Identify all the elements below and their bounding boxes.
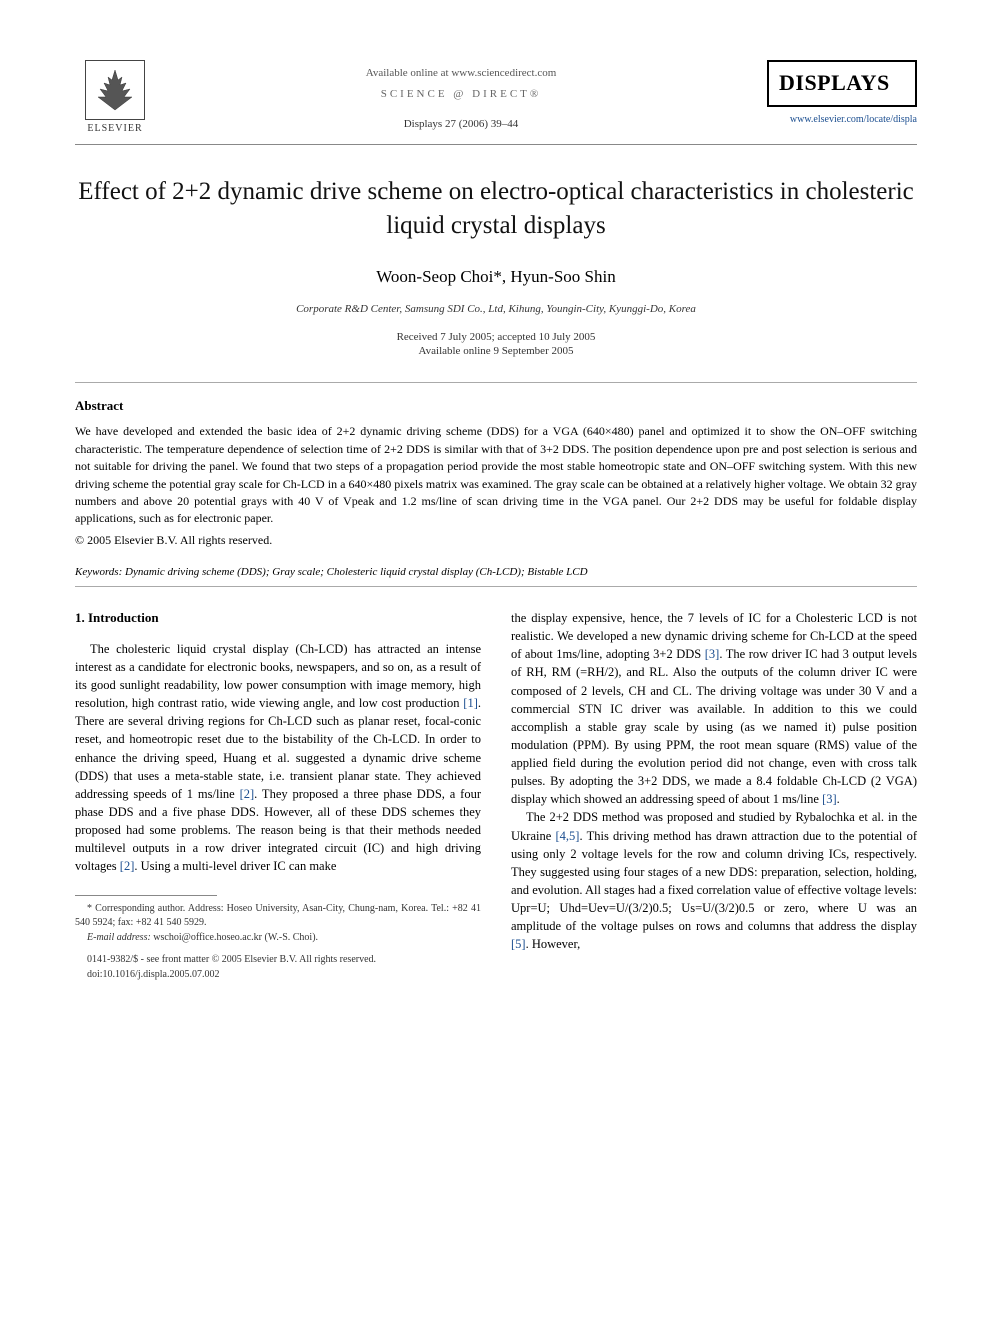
body-paragraph: the display expensive, hence, the 7 leve… xyxy=(511,609,917,808)
journal-title-box: DISPLAYS xyxy=(767,60,917,107)
text-run: . There are several driving regions for … xyxy=(75,696,481,801)
body-paragraph: The 2+2 DDS method was proposed and stud… xyxy=(511,808,917,953)
elsevier-logo: ELSEVIER xyxy=(75,60,155,136)
citation-ref[interactable]: [4,5] xyxy=(556,829,580,843)
text-run: . The row driver IC had 3 output levels … xyxy=(511,647,917,806)
citation-ref[interactable]: [3] xyxy=(705,647,720,661)
issn-line: 0141-9382/$ - see front matter © 2005 El… xyxy=(75,953,481,967)
citation-ref[interactable]: [2] xyxy=(120,859,135,873)
available-online-text: Available online at www.sciencedirect.co… xyxy=(155,66,767,81)
citation-ref[interactable]: [2] xyxy=(240,787,255,801)
right-column: the display expensive, hence, the 7 leve… xyxy=(511,609,917,984)
dates-block: Received 7 July 2005; accepted 10 July 2… xyxy=(75,330,917,359)
journal-url[interactable]: www.elsevier.com/locate/displa xyxy=(767,113,917,127)
two-column-body: 1. Introduction The cholesteric liquid c… xyxy=(75,609,917,984)
center-header: Available online at www.sciencedirect.co… xyxy=(155,60,767,132)
footnote-divider xyxy=(75,895,217,896)
citation-line: Displays 27 (2006) 39–44 xyxy=(155,117,767,132)
text-run: . However, xyxy=(526,937,581,951)
divider xyxy=(75,586,917,587)
section-heading: 1. Introduction xyxy=(75,609,481,628)
header-row: ELSEVIER Available online at www.science… xyxy=(75,60,917,136)
citation-ref[interactable]: [5] xyxy=(511,937,526,951)
email-address[interactable]: wschoi@office.hoseo.ac.kr (W.-S. Choi). xyxy=(153,932,318,943)
authors: Woon-Seop Choi*, Hyun-Soo Shin xyxy=(75,265,917,289)
abstract-text: We have developed and extended the basic… xyxy=(75,423,917,527)
elsevier-label: ELSEVIER xyxy=(87,122,142,136)
elsevier-tree-icon xyxy=(85,60,145,120)
abstract-heading: Abstract xyxy=(75,397,917,415)
text-run: . This driving method has drawn attracti… xyxy=(511,829,917,934)
body-paragraph: The cholesteric liquid crystal display (… xyxy=(75,640,481,876)
keywords-text: Dynamic driving scheme (DDS); Gray scale… xyxy=(125,566,588,578)
online-date: Available online 9 September 2005 xyxy=(75,344,917,358)
journal-block: DISPLAYS www.elsevier.com/locate/displa xyxy=(767,60,917,127)
paper-title: Effect of 2+2 dynamic drive scheme on el… xyxy=(75,175,917,243)
received-date: Received 7 July 2005; accepted 10 July 2… xyxy=(75,330,917,344)
text-run: The cholesteric liquid crystal display (… xyxy=(75,642,481,710)
email-line: E-mail address: wschoi@office.hoseo.ac.k… xyxy=(75,931,481,945)
citation-ref[interactable]: [3] xyxy=(822,792,837,806)
text-run: . xyxy=(837,792,840,806)
science-direct-logo: SCIENCE @ DIRECT® xyxy=(155,87,767,102)
doi-line: doi:10.1016/j.displa.2005.07.002 xyxy=(75,968,481,982)
affiliation: Corporate R&D Center, Samsung SDI Co., L… xyxy=(75,302,917,317)
paper-page: ELSEVIER Available online at www.science… xyxy=(0,0,992,1024)
text-run: . Using a multi-level driver IC can make xyxy=(134,859,336,873)
keywords-label: Keywords: xyxy=(75,566,122,578)
journal-name: DISPLAYS xyxy=(779,68,905,99)
footnote-block: * Corresponding author. Address: Hoseo U… xyxy=(75,902,481,982)
divider xyxy=(75,144,917,145)
citation-ref[interactable]: [1] xyxy=(463,696,478,710)
corresponding-author: * Corresponding author. Address: Hoseo U… xyxy=(75,902,481,929)
copyright: © 2005 Elsevier B.V. All rights reserved… xyxy=(75,532,917,549)
divider xyxy=(75,382,917,383)
email-label: E-mail address: xyxy=(87,932,151,943)
left-column: 1. Introduction The cholesteric liquid c… xyxy=(75,609,481,984)
keywords: Keywords: Dynamic driving scheme (DDS); … xyxy=(75,565,917,580)
